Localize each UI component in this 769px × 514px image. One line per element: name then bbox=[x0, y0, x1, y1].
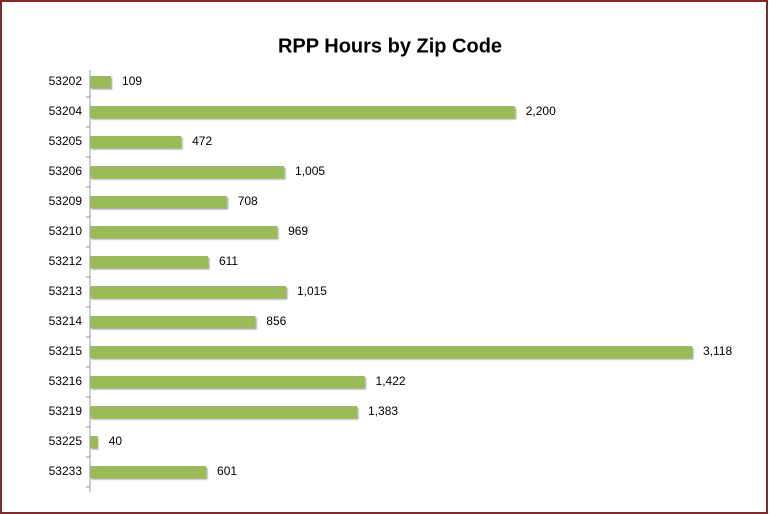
y-tick-label: 53233 bbox=[49, 464, 83, 478]
bar bbox=[90, 256, 208, 268]
data-label: 611 bbox=[219, 254, 238, 268]
bar bbox=[90, 136, 182, 148]
bar bbox=[90, 316, 256, 328]
bar bbox=[90, 106, 515, 118]
y-tick-label: 53209 bbox=[49, 194, 83, 208]
data-label: 1,005 bbox=[295, 164, 325, 178]
bar bbox=[90, 76, 112, 88]
y-tick-label: 53210 bbox=[49, 224, 83, 238]
bar bbox=[90, 406, 358, 418]
y-tick-label: 53213 bbox=[49, 284, 83, 298]
data-label: 2,200 bbox=[526, 104, 556, 118]
bar bbox=[90, 166, 285, 178]
data-label: 708 bbox=[238, 194, 258, 208]
bar bbox=[90, 286, 286, 298]
data-label: 472 bbox=[192, 134, 212, 148]
y-tick-label: 53215 bbox=[49, 344, 83, 358]
y-tick-label: 53225 bbox=[49, 434, 83, 448]
data-label: 109 bbox=[122, 74, 142, 88]
bar bbox=[90, 436, 98, 448]
y-tick-label: 53206 bbox=[49, 164, 83, 178]
y-tick-label: 53204 bbox=[49, 104, 83, 118]
y-tick-label: 53216 bbox=[49, 374, 83, 388]
bar bbox=[90, 346, 692, 358]
bar bbox=[90, 226, 278, 238]
y-tick-label: 53202 bbox=[49, 74, 83, 88]
data-label: 969 bbox=[288, 224, 308, 238]
bar bbox=[90, 376, 365, 388]
data-label: 856 bbox=[266, 314, 286, 328]
y-tick-label: 53219 bbox=[49, 404, 83, 418]
y-tick-label: 53212 bbox=[49, 254, 83, 268]
data-label: 40 bbox=[109, 434, 123, 448]
bar bbox=[90, 196, 227, 208]
chart-title: RPP Hours by Zip Code bbox=[278, 35, 502, 57]
y-tick-label: 53205 bbox=[49, 134, 83, 148]
data-label: 1,015 bbox=[297, 284, 327, 298]
bar bbox=[90, 466, 207, 478]
data-label: 1,383 bbox=[368, 404, 398, 418]
data-label: 3,118 bbox=[703, 344, 732, 358]
data-label: 601 bbox=[217, 464, 237, 478]
y-tick-label: 53214 bbox=[49, 314, 83, 328]
data-label: 1,422 bbox=[376, 374, 406, 388]
